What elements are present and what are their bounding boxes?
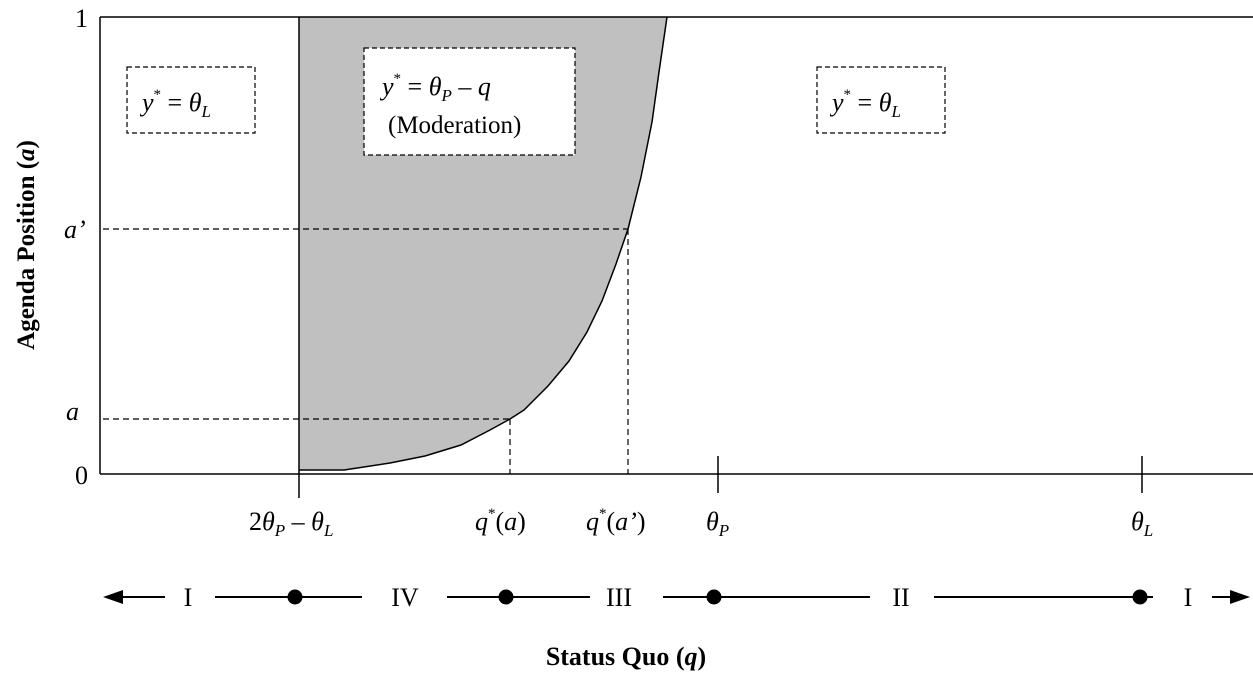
x-tick-theta-p: θP bbox=[706, 507, 729, 540]
moderation-label: (Moderation) bbox=[388, 112, 521, 139]
mid-region-label: y* = θP – q bbox=[379, 71, 491, 105]
left-region-label: y* = θL bbox=[139, 87, 211, 121]
interval-label-3: III bbox=[606, 583, 632, 612]
interval-dot-2 bbox=[498, 589, 514, 605]
right-region-box bbox=[816, 66, 946, 134]
interval-dot-4 bbox=[1132, 589, 1148, 605]
x-tick-2thetaP-minus-thetaL: 2θP – θL bbox=[249, 507, 333, 540]
interval-dot-3 bbox=[706, 589, 722, 605]
boundary-curve bbox=[299, 16, 668, 471]
interval-label-4: II bbox=[892, 583, 909, 612]
mid-region-box bbox=[363, 47, 576, 156]
x-tick-q-star-a-prime: q*(a’) bbox=[586, 506, 646, 536]
x-tick-q-star-a: q*(a) bbox=[475, 506, 526, 536]
x-tick-theta-l: θL bbox=[1131, 507, 1153, 540]
y-tick-zero: 0 bbox=[75, 461, 88, 490]
interval-label-2: IV bbox=[391, 583, 419, 612]
left-region-box bbox=[126, 66, 256, 134]
right-region-label: y* = θL bbox=[829, 87, 901, 121]
x-axis-title: Status Quo (q) bbox=[546, 642, 706, 671]
y-tick-a: a bbox=[66, 397, 79, 426]
interval-label-5: I bbox=[1184, 583, 1193, 612]
y-axis-title: Agenda Position (a) bbox=[13, 140, 40, 350]
y-tick-a-prime: a’ bbox=[64, 215, 86, 244]
left-arrow-icon bbox=[103, 590, 123, 604]
interval-label-1: I bbox=[184, 583, 193, 612]
y-tick-one: 1 bbox=[75, 4, 88, 33]
interval-dot-1 bbox=[287, 589, 303, 605]
right-arrow-icon bbox=[1230, 590, 1250, 604]
